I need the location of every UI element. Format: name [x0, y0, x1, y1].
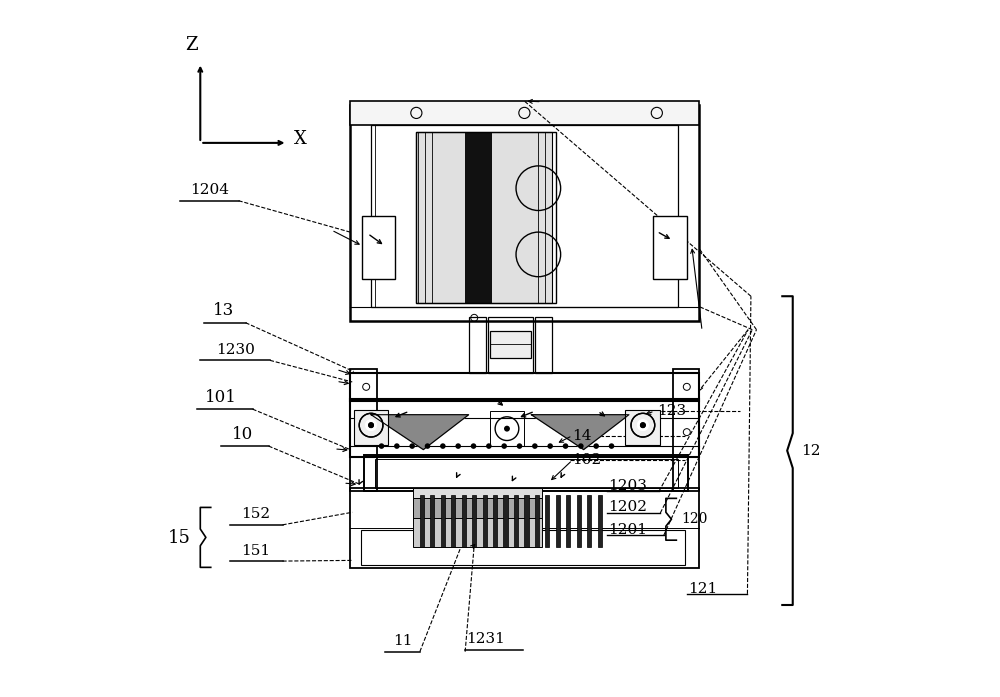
Bar	[350, 373, 699, 401]
Text: 15: 15	[168, 529, 191, 547]
Text: 1230: 1230	[216, 343, 255, 357]
Bar	[545, 495, 549, 547]
Polygon shape	[371, 415, 469, 450]
Text: 152: 152	[241, 507, 271, 521]
Circle shape	[455, 443, 461, 449]
Bar	[413, 518, 542, 547]
Bar	[350, 105, 699, 321]
Circle shape	[504, 426, 510, 431]
Bar	[673, 369, 699, 491]
Circle shape	[471, 443, 476, 449]
Text: 11: 11	[393, 634, 412, 648]
Bar	[420, 495, 424, 547]
Circle shape	[640, 422, 646, 428]
Bar	[451, 495, 455, 547]
Bar	[350, 488, 699, 568]
Bar	[535, 317, 552, 373]
Bar	[503, 495, 508, 547]
Bar	[375, 459, 678, 488]
Bar	[441, 495, 445, 547]
Text: 1204: 1204	[190, 183, 229, 197]
Bar	[566, 495, 570, 547]
Circle shape	[365, 419, 377, 431]
Bar	[350, 101, 699, 125]
Circle shape	[440, 443, 446, 449]
Bar	[490, 331, 531, 358]
Circle shape	[578, 443, 584, 449]
Circle shape	[409, 443, 415, 449]
Bar	[653, 216, 687, 279]
Bar	[413, 498, 542, 519]
Bar	[413, 488, 542, 498]
Bar	[469, 317, 486, 373]
Circle shape	[563, 443, 568, 449]
Bar	[483, 495, 487, 547]
Bar	[465, 132, 492, 303]
Text: 102: 102	[572, 453, 602, 467]
Text: X: X	[294, 130, 307, 148]
Bar	[416, 132, 556, 303]
Circle shape	[637, 419, 649, 431]
Text: 151: 151	[241, 544, 271, 558]
Bar	[577, 495, 581, 547]
Circle shape	[593, 443, 599, 449]
Bar	[371, 125, 678, 307]
Circle shape	[640, 422, 646, 428]
Circle shape	[379, 443, 384, 449]
Text: 101: 101	[205, 389, 237, 406]
Circle shape	[368, 422, 374, 428]
Text: 14: 14	[572, 429, 592, 443]
Circle shape	[394, 443, 400, 449]
Bar	[524, 495, 529, 547]
Bar	[350, 399, 699, 457]
Text: 120: 120	[681, 512, 708, 526]
Bar	[416, 132, 552, 303]
Text: 1201: 1201	[608, 523, 647, 537]
Text: 1203: 1203	[608, 479, 647, 493]
Circle shape	[425, 443, 430, 449]
Bar	[362, 216, 395, 279]
Circle shape	[486, 443, 492, 449]
Bar	[556, 495, 560, 547]
Text: 1202: 1202	[608, 500, 647, 514]
Text: 121: 121	[688, 582, 717, 596]
Circle shape	[517, 443, 522, 449]
Bar	[514, 495, 518, 547]
Text: 12: 12	[801, 443, 821, 458]
Circle shape	[368, 422, 374, 428]
Circle shape	[501, 422, 513, 435]
Bar	[598, 495, 602, 547]
Bar	[462, 495, 466, 547]
Bar	[625, 410, 660, 445]
Text: 1231: 1231	[467, 632, 505, 646]
Bar	[354, 410, 388, 445]
Text: 13: 13	[213, 302, 234, 319]
Polygon shape	[531, 415, 629, 450]
Text: 123: 123	[657, 404, 686, 418]
Text: 10: 10	[231, 426, 253, 443]
Bar	[488, 317, 533, 373]
Bar	[472, 495, 476, 547]
Bar	[361, 530, 685, 565]
Circle shape	[637, 419, 649, 431]
Bar	[430, 495, 434, 547]
Bar	[490, 411, 524, 446]
Text: Z: Z	[186, 36, 198, 54]
Circle shape	[365, 419, 377, 431]
Circle shape	[532, 443, 538, 449]
Bar	[350, 369, 377, 491]
Circle shape	[501, 443, 507, 449]
Bar	[493, 495, 497, 547]
Bar	[364, 455, 688, 491]
Circle shape	[547, 443, 553, 449]
Bar	[535, 495, 539, 547]
Bar	[587, 495, 591, 547]
Circle shape	[609, 443, 614, 449]
